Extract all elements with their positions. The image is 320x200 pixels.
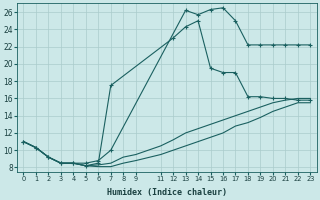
X-axis label: Humidex (Indice chaleur): Humidex (Indice chaleur) [107, 188, 227, 197]
